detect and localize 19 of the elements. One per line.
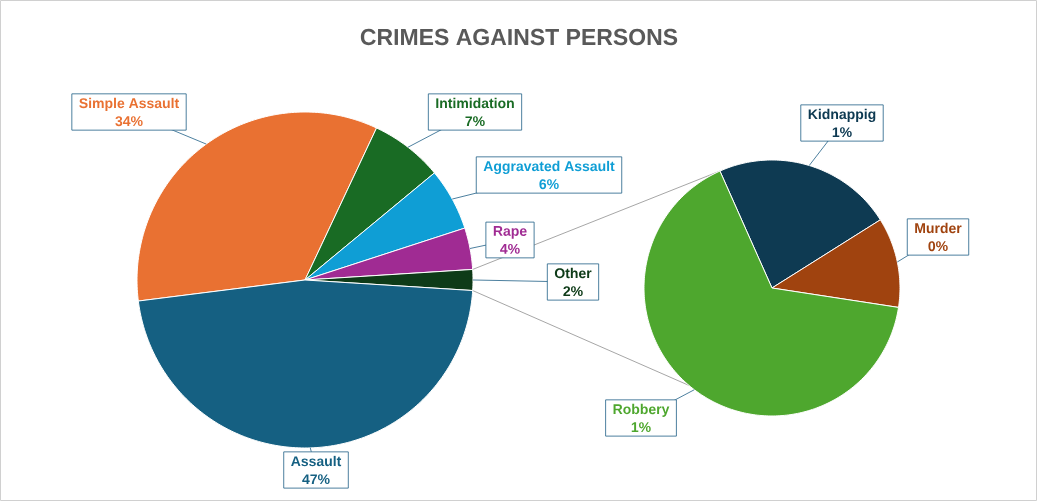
slice-label: Assault bbox=[291, 455, 342, 467]
slice-label: Other bbox=[554, 267, 592, 279]
data-label: 6% bbox=[539, 179, 559, 190]
data-label: 47% bbox=[302, 474, 330, 485]
chart-title: CRIMES AGAINST PERSONS bbox=[360, 28, 678, 46]
slice-label: Murder bbox=[915, 222, 962, 234]
data-label: 34% bbox=[115, 116, 143, 127]
slice-label: Rape bbox=[493, 226, 527, 239]
data-label: 0% bbox=[928, 241, 948, 252]
data-label: 4% bbox=[500, 244, 520, 254]
data-label: 1% bbox=[832, 127, 852, 138]
slice-label: Aggravated Assault bbox=[483, 160, 615, 174]
slice-label: Intimidation bbox=[436, 97, 514, 109]
data-label: 1% bbox=[631, 422, 651, 433]
slice-label: Robbery bbox=[613, 403, 670, 417]
slice-label: Simple Assault bbox=[79, 97, 180, 111]
slice-label: Kidnappig bbox=[808, 108, 876, 122]
data-label: 7% bbox=[465, 116, 485, 127]
data-label: 2% bbox=[563, 286, 583, 297]
